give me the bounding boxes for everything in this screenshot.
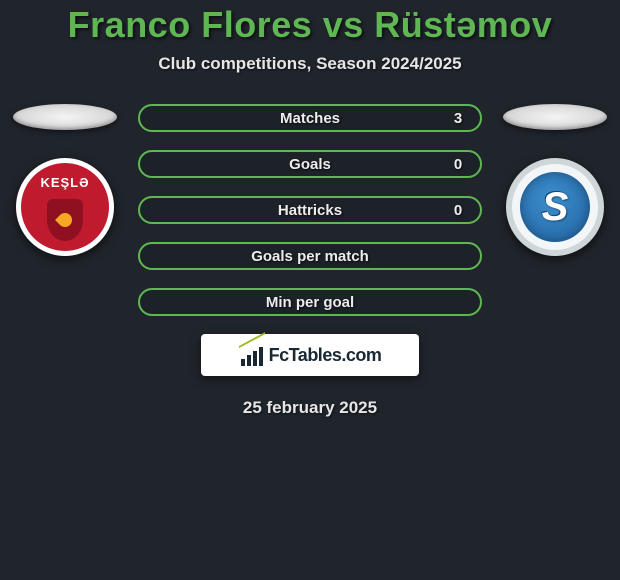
- right-club-badge: S: [506, 158, 604, 256]
- left-player-avatar-placeholder: [13, 104, 117, 130]
- right-player-column: S: [500, 104, 610, 256]
- stat-row-min-per-goal: Min per goal: [138, 288, 482, 316]
- stat-right-value: 3: [450, 110, 466, 127]
- stat-label: Min per goal: [170, 294, 450, 311]
- stat-label: Goals per match: [170, 248, 450, 265]
- stat-right-value: 0: [450, 156, 466, 173]
- stat-row-hattricks: Hattricks 0: [138, 196, 482, 224]
- chart-icon: [239, 344, 265, 366]
- date-text: 25 february 2025: [0, 398, 620, 418]
- flame-icon: [55, 210, 75, 230]
- left-player-column: KEŞLƏ: [10, 104, 120, 256]
- right-club-letter: S: [542, 185, 569, 230]
- left-club-badge: KEŞLƏ: [16, 158, 114, 256]
- stat-label: Goals: [170, 156, 450, 173]
- watermark-box: FcTables.com: [201, 334, 419, 376]
- stats-column: Matches 3 Goals 0 Hattricks 0 Goals per …: [138, 104, 482, 316]
- stat-row-matches: Matches 3: [138, 104, 482, 132]
- stat-label: Matches: [170, 110, 450, 127]
- right-club-inner: S: [520, 172, 590, 242]
- page-title: Franco Flores vs Rüstəmov: [0, 4, 620, 46]
- stat-row-goals: Goals 0: [138, 150, 482, 178]
- left-club-name: KEŞLƏ: [30, 175, 100, 197]
- left-club-crest-icon: [47, 199, 83, 241]
- right-player-avatar-placeholder: [503, 104, 607, 130]
- stat-label: Hattricks: [170, 202, 450, 219]
- main-row: KEŞLƏ Matches 3 Goals 0 Hattricks 0: [0, 104, 620, 316]
- subtitle: Club competitions, Season 2024/2025: [0, 54, 620, 74]
- stat-right-value: 0: [450, 202, 466, 219]
- watermark-text: FcTables.com: [269, 345, 382, 366]
- stat-row-goals-per-match: Goals per match: [138, 242, 482, 270]
- comparison-card: Franco Flores vs Rüstəmov Club competiti…: [0, 0, 620, 418]
